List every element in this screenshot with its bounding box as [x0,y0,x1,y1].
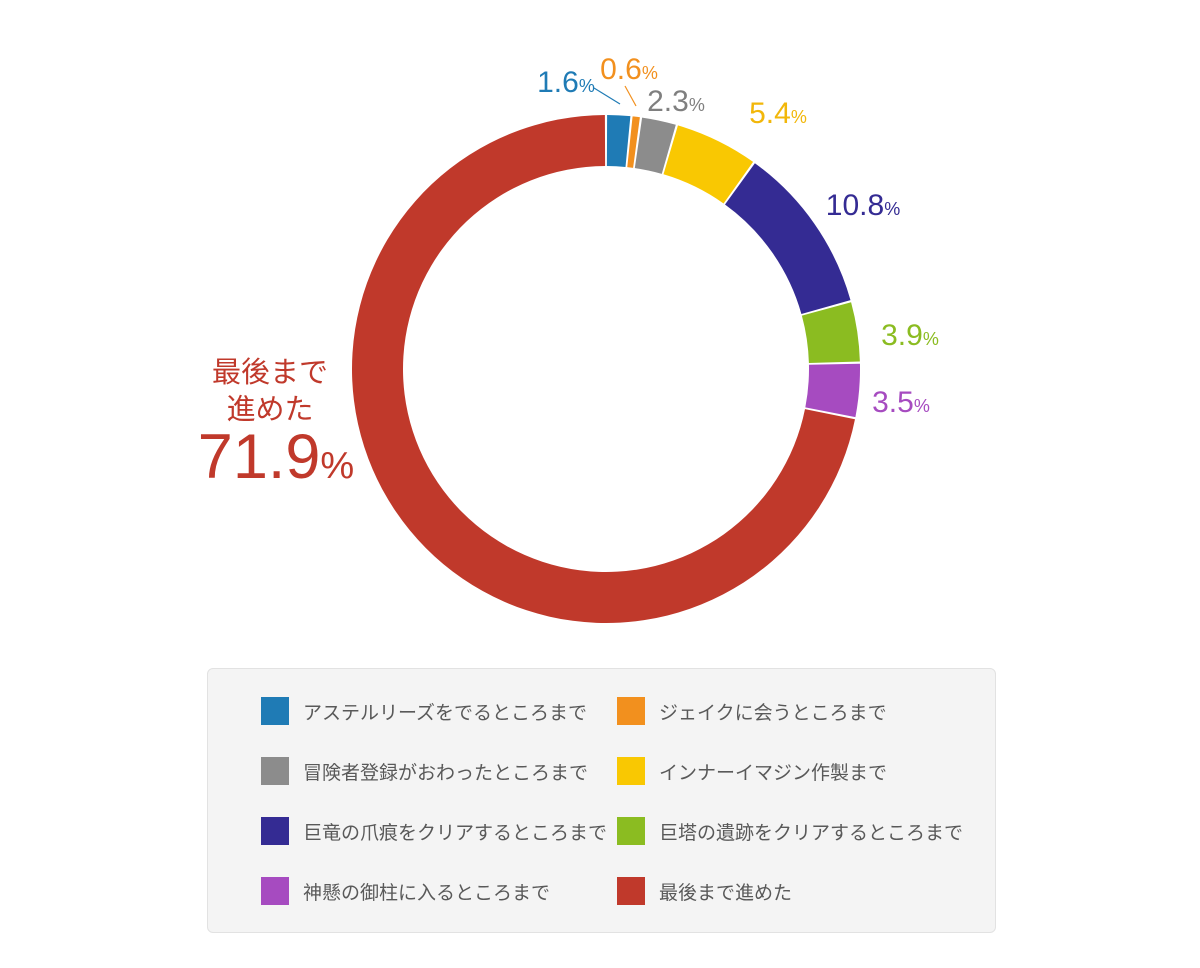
svg-text:71.9%: 71.9% [198,422,354,492]
svg-text:3.9%: 3.9% [881,319,939,352]
svg-text:3.5%: 3.5% [872,386,930,419]
svg-text:2.3%: 2.3% [647,85,705,118]
svg-text:1.6%: 1.6% [537,66,595,99]
svg-text:最後まで: 最後まで [212,356,328,389]
svg-text:0.6%: 0.6% [600,53,658,86]
svg-text:10.8%: 10.8% [826,189,900,222]
svg-text:5.4%: 5.4% [749,97,807,130]
